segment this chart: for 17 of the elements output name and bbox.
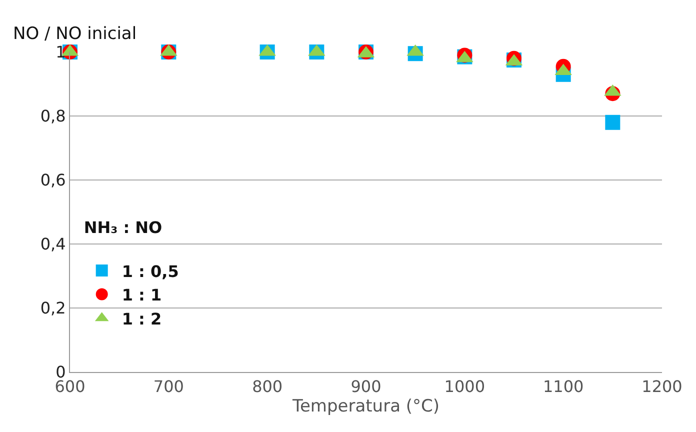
y-tick-label: 0,8 [40, 106, 66, 126]
x-axis-title: Temperatura (°C) [291, 396, 440, 417]
x-tick-label: 900 [350, 377, 382, 396]
x-tick-label: 1100 [542, 377, 584, 396]
x-tick-label: 600 [54, 377, 86, 396]
x-tick-label: 700 [153, 377, 184, 396]
y-tick-label: 0,6 [40, 170, 66, 190]
y-axis-title: NO / NO inicial [13, 24, 137, 44]
legend-label: 1 : 2 [122, 309, 162, 328]
x-tick-label: 800 [252, 377, 283, 396]
legend-title: NH₃ : NO [84, 218, 162, 237]
x-tick-label: 1200 [642, 377, 682, 396]
x-tick-label: 1000 [444, 377, 486, 396]
legend-label: 1 : 0,5 [122, 262, 179, 281]
y-tick-label: 0,4 [40, 234, 66, 254]
y-tick-label: 0,2 [40, 298, 66, 318]
legend-label: 1 : 1 [122, 286, 162, 305]
